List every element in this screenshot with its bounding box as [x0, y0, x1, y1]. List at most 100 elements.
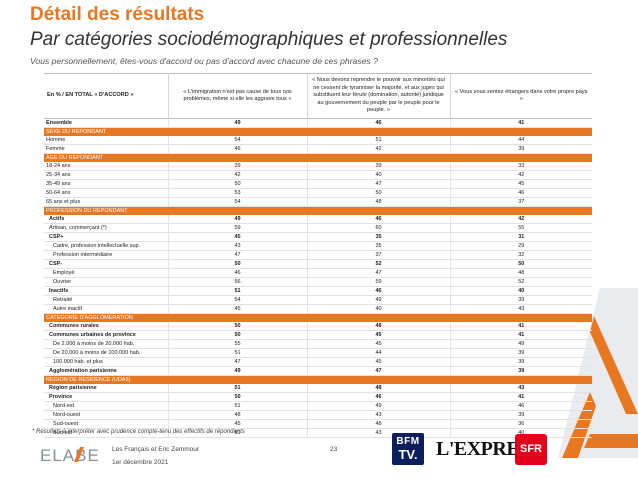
value-cell: 51: [167, 384, 307, 394]
column-header-immigration: « L'immigration n'est pas cause de tous …: [167, 73, 307, 119]
value-cell: 51: [167, 286, 307, 297]
value-cell: 46: [306, 286, 450, 297]
value-cell: 45: [449, 179, 592, 190]
value-cell: 47: [167, 250, 307, 261]
table-row: CSP- 50 52 50: [44, 259, 592, 270]
table-row: Homme 54 51 44: [44, 136, 592, 146]
value-cell: 45: [167, 232, 307, 243]
value-cell: 31: [449, 232, 592, 243]
survey-question: Vous personnellement, êtes-vous d'accord…: [30, 56, 378, 66]
tv-logo-text: TV.: [398, 447, 418, 462]
table-row: Retraité 54 49 39: [44, 295, 592, 306]
value-cell: 32: [449, 250, 592, 261]
value-cell: 59: [167, 223, 307, 234]
value-cell: 54: [167, 197, 307, 208]
column-header-minorities: « Nous devons reprendre le pouvoir aux m…: [306, 73, 450, 119]
value-cell: 39: [306, 162, 450, 172]
value-cell: 48: [306, 384, 450, 394]
value-cell: 50: [167, 330, 307, 341]
row-label: Profession intermédiaire: [44, 250, 168, 261]
value-cell: 48: [167, 410, 307, 421]
value-cell: 50: [167, 392, 307, 403]
value-cell: 52: [306, 259, 450, 270]
value-cell: 47: [167, 357, 307, 368]
row-label: Employé: [44, 268, 168, 279]
row-label: Actifs: [44, 215, 168, 225]
sfr-logo-text: SFR: [520, 443, 542, 455]
value-cell: 42: [449, 215, 592, 225]
footnote: * Résultats à interpréter avec prudence …: [32, 429, 245, 435]
section-label: CATEGORIE D'AGGLOMERATION: [44, 313, 592, 323]
value-cell: 55: [449, 223, 592, 234]
value-cell: 46: [306, 215, 450, 225]
section-label: PROFESSION DU REPONDANT: [44, 206, 592, 216]
value-cell: 51: [306, 136, 450, 146]
table-row: Actifs 49 46 42: [44, 215, 592, 225]
value-cell: 49: [306, 401, 450, 412]
row-label: Sud-ouest: [44, 419, 168, 430]
value-cell: 45: [306, 339, 450, 350]
value-cell: 42: [306, 144, 450, 155]
value-cell: 49: [167, 215, 307, 225]
table-row: Femme 46 42 39: [44, 144, 592, 155]
value-cell: 48: [306, 419, 450, 430]
value-cell: 50: [167, 179, 307, 190]
table-row: Agglomération parisienne 49 47 39: [44, 366, 592, 377]
section-label: AGE DU REPONDANT: [44, 153, 592, 163]
table-row: Région parisienne 51 48 43: [44, 384, 592, 394]
elabe-logo: ELABE: [40, 446, 99, 465]
value-cell: 40: [449, 286, 592, 297]
value-cell: 41: [449, 322, 592, 332]
section-header-row: REGION DE RESIDENCE (UDA5): [44, 375, 592, 385]
page-subtitle: Par catégories sociodémographiques et pr…: [30, 29, 508, 50]
row-label: 18-24 ans: [44, 162, 168, 172]
row-label: Agglomération parisienne: [44, 366, 168, 377]
value-cell: 40: [306, 304, 450, 315]
row-label: De 2.000 à moins de 20.000 hab.: [44, 339, 168, 350]
row-label: Nord-ouest: [44, 410, 168, 421]
row-label: Communes rurales: [44, 322, 168, 332]
table-row: De 2.000 à moins de 20.000 hab. 55 45 49: [44, 339, 592, 350]
table-row: Nord-est 51 49 46: [44, 401, 592, 412]
value-cell: 50: [167, 322, 307, 332]
table-row: Communes rurales 50 48 41: [44, 322, 592, 332]
table-row: Ensemble 49 46 41: [44, 118, 592, 128]
value-cell: 45: [167, 304, 307, 315]
value-cell: 48: [306, 322, 450, 332]
table-row: Communes urbaines de province 50 45 41: [44, 330, 592, 341]
value-cell: 46: [449, 401, 592, 412]
row-label: 100.000 hab. et plus: [44, 357, 168, 368]
row-label: 25-34 ans: [44, 170, 168, 181]
value-cell: 41: [449, 330, 592, 341]
table-row: Sud-ouest 45 48 36: [44, 419, 592, 430]
value-cell: 48: [306, 197, 450, 208]
value-cell: 56: [167, 277, 307, 288]
table-row: 65 ans et plus 54 48 37: [44, 197, 592, 208]
row-label: CSP+: [44, 232, 168, 243]
value-cell: 49: [167, 366, 307, 377]
row-label: Autre inactif: [44, 304, 168, 315]
results-table: En % / EN TOTAL « D'ACCORD » « L'immigra…: [44, 73, 592, 439]
bfm-logo-text: BFM: [396, 436, 420, 447]
sfr-logo: SFR: [515, 434, 547, 465]
bfmtv-logo: BFM TV.: [392, 433, 424, 465]
row-label: 35-49 ans: [44, 179, 168, 190]
table-row: Cadre, profession intellectuelle sup. 43 3…: [44, 241, 592, 252]
section-header-row: CATEGORIE D'AGGLOMERATION: [44, 313, 592, 323]
value-cell: 46: [167, 144, 307, 155]
table-row: Employé 46 47 48: [44, 268, 592, 279]
row-label: Province: [44, 392, 168, 403]
value-cell: 44: [306, 348, 450, 359]
value-cell: 29: [449, 241, 592, 252]
section-label: REGION DE RESIDENCE (UDA5): [44, 375, 592, 385]
value-cell: 40: [306, 170, 450, 181]
table-row: 25-34 ans 42 40 42: [44, 170, 592, 181]
value-cell: 49: [306, 295, 450, 306]
value-cell: 45: [167, 419, 307, 430]
section-header-row: AGE DU REPONDANT: [44, 153, 592, 163]
value-cell: 44: [449, 136, 592, 146]
value-cell: 54: [167, 295, 307, 306]
table-row: 18-24 ans 39 39 33: [44, 162, 592, 172]
table-row: Profession intermédiaire 47 37 32: [44, 250, 592, 261]
table-row: 50-64 ans 53 50 46: [44, 188, 592, 199]
